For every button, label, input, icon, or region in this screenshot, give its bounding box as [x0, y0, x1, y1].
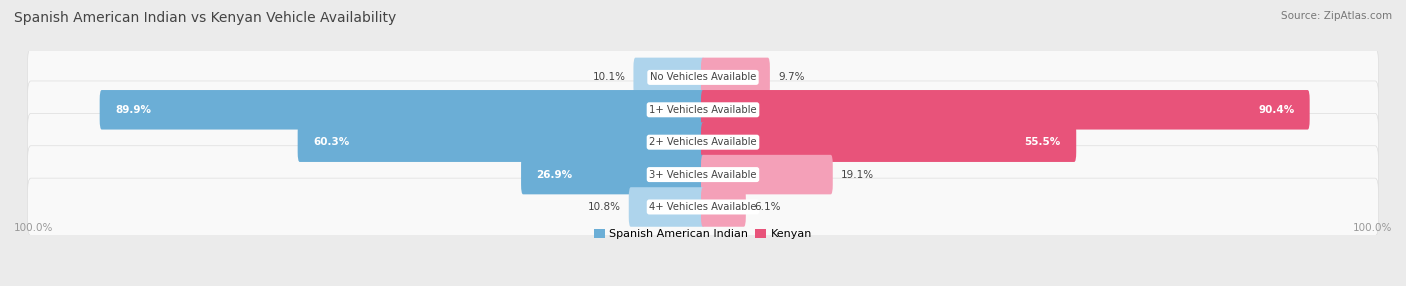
Legend: Spanish American Indian, Kenyan: Spanish American Indian, Kenyan	[589, 225, 817, 244]
Text: 4+ Vehicles Available: 4+ Vehicles Available	[650, 202, 756, 212]
FancyBboxPatch shape	[100, 90, 704, 130]
Text: 100.0%: 100.0%	[14, 223, 53, 233]
Text: 19.1%: 19.1%	[841, 170, 875, 180]
Text: 100.0%: 100.0%	[1353, 223, 1392, 233]
Text: Source: ZipAtlas.com: Source: ZipAtlas.com	[1281, 11, 1392, 21]
Text: 60.3%: 60.3%	[314, 137, 349, 147]
Text: 90.4%: 90.4%	[1258, 105, 1295, 115]
Text: 9.7%: 9.7%	[778, 72, 804, 82]
FancyBboxPatch shape	[702, 90, 1309, 130]
FancyBboxPatch shape	[28, 178, 1378, 236]
Text: 1+ Vehicles Available: 1+ Vehicles Available	[650, 105, 756, 115]
FancyBboxPatch shape	[702, 155, 832, 194]
FancyBboxPatch shape	[702, 58, 770, 97]
FancyBboxPatch shape	[28, 146, 1378, 203]
FancyBboxPatch shape	[298, 122, 704, 162]
FancyBboxPatch shape	[522, 155, 704, 194]
FancyBboxPatch shape	[28, 49, 1378, 106]
Text: 3+ Vehicles Available: 3+ Vehicles Available	[650, 170, 756, 180]
Text: 10.8%: 10.8%	[588, 202, 620, 212]
Text: 26.9%: 26.9%	[537, 170, 572, 180]
Text: Spanish American Indian vs Kenyan Vehicle Availability: Spanish American Indian vs Kenyan Vehicl…	[14, 11, 396, 25]
Text: 89.9%: 89.9%	[115, 105, 150, 115]
Text: No Vehicles Available: No Vehicles Available	[650, 72, 756, 82]
FancyBboxPatch shape	[28, 81, 1378, 139]
Text: 6.1%: 6.1%	[754, 202, 780, 212]
FancyBboxPatch shape	[702, 187, 745, 227]
FancyBboxPatch shape	[28, 113, 1378, 171]
Text: 10.1%: 10.1%	[592, 72, 626, 82]
FancyBboxPatch shape	[634, 58, 704, 97]
FancyBboxPatch shape	[628, 187, 704, 227]
Text: 2+ Vehicles Available: 2+ Vehicles Available	[650, 137, 756, 147]
Text: 55.5%: 55.5%	[1025, 137, 1062, 147]
FancyBboxPatch shape	[702, 122, 1076, 162]
